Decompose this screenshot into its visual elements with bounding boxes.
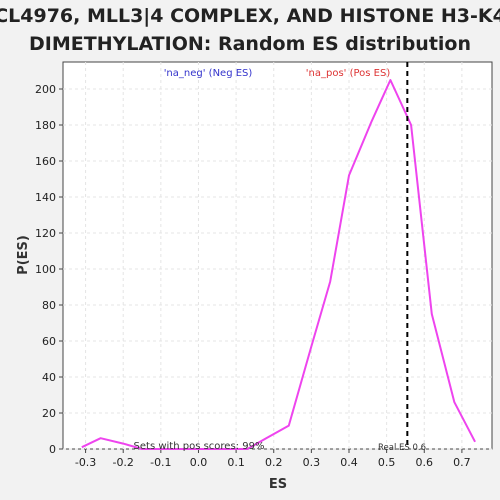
x-tick-label: 0.4 xyxy=(340,456,358,469)
x-axis-label: ES xyxy=(269,477,287,492)
x-tick-label: -0.1 xyxy=(150,456,171,469)
x-tick-label: 0.7 xyxy=(453,456,471,469)
y-tick-label: 0 xyxy=(49,443,56,456)
chart-title-line-1: CL4976, MLL3|4 COMPLEX, AND HISTONE H3-K… xyxy=(0,5,500,27)
x-tick-label: 0.2 xyxy=(265,456,283,469)
legend-neg-label: 'na_neg' (Neg ES) xyxy=(164,68,253,79)
plot-area xyxy=(62,61,493,450)
y-tick-label: 120 xyxy=(35,227,56,240)
y-tick-label: 140 xyxy=(35,191,56,204)
legend-pos-label: 'na_pos' (Pos ES) xyxy=(306,68,391,79)
y-axis-label: P(ES) xyxy=(16,235,31,275)
x-tick-label: -0.2 xyxy=(112,456,133,469)
y-tick-label: 200 xyxy=(35,83,56,96)
y-tick-label: 100 xyxy=(35,263,56,276)
y-tick-label: 20 xyxy=(42,407,56,420)
y-tick-label: 180 xyxy=(35,119,56,132)
pos-scores-annotation: Sets with pos scores: 99% xyxy=(134,441,265,452)
y-tick-label: 40 xyxy=(42,371,56,384)
chart-title-line-2: DIMETHYLATION: Random ES distribution xyxy=(29,33,471,55)
x-tick-label: 0.5 xyxy=(378,456,396,469)
y-tick-label: 80 xyxy=(42,299,56,312)
x-tick-label: 0.6 xyxy=(416,456,434,469)
x-tick-label: 0.1 xyxy=(227,456,245,469)
x-tick-label: 0.0 xyxy=(190,456,208,469)
y-tick-label: 160 xyxy=(35,155,56,168)
real-es-label: Real ES 0.6 xyxy=(378,443,426,453)
y-tick-label: 60 xyxy=(42,335,56,348)
grid-lines xyxy=(63,62,492,450)
x-tick-label: -0.3 xyxy=(75,456,96,469)
x-tick-label: 0.3 xyxy=(303,456,321,469)
axis-ticks: -0.3 -0.2 -0.1 0.0 0.1 0.2 0.3 0.4 0.5 0.6 0.7 0 20 4… xyxy=(35,83,471,469)
